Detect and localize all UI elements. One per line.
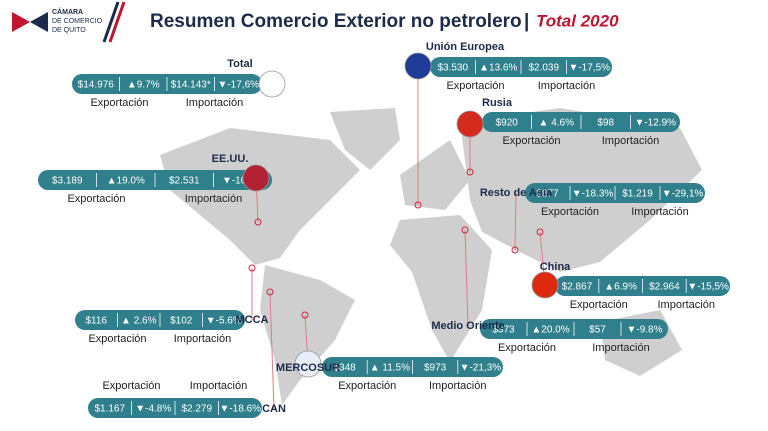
cell-value: ▼-4.8% [135,404,171,415]
map-point [266,288,274,296]
map-point [248,264,256,272]
label: Exportación [102,380,160,392]
cell-value: $348 [334,363,357,374]
icon [404,52,432,80]
logo-text: DE QUITO [52,27,86,34]
region-name: MERCOSUR [276,362,340,374]
label: Importación [631,206,688,218]
map-point [414,201,422,209]
label: Importación [186,97,243,109]
cell-value: ▼-21,3% [460,363,502,374]
map-point [466,168,474,176]
label: Exportación [570,299,628,311]
cell-value: $2.867 [562,282,593,293]
region-name: Rusia [482,97,513,109]
region-name: Medio Oriente [431,320,504,332]
cell-value: $2.039 [528,63,559,74]
cell-value: $1.167 [94,404,125,415]
map-point [301,311,309,319]
cell-value: ▲ 2.6% [121,316,157,327]
label: Exportación [67,193,125,205]
cell-value: $116 [85,316,107,327]
region-name: China [540,261,571,273]
cell-value: $2.964 [649,282,680,293]
map-point [461,226,469,234]
cell-value: ▼-18.6% [219,404,261,415]
cell-value: ▼-18.3% [572,189,614,200]
label: Importación [174,333,231,345]
icon [531,271,559,299]
connector [464,229,469,327]
cell-value: $3.530 [437,63,468,74]
cell-value: ▼-17,5% [568,63,610,74]
label: Exportación [541,206,599,218]
label: Exportación [502,135,560,147]
label: Importación [658,299,715,311]
label: Exportación [88,333,146,345]
cell-value: $2.531 [169,176,200,187]
cell-value: ▼-5.6% [206,316,242,327]
icon [456,110,484,138]
region-name: MCCA [236,314,269,326]
region-name: Resto de Asia [480,187,553,199]
connector [514,192,517,251]
label: Exportación [90,97,148,109]
icon [294,350,322,378]
cell-value: ▼-9.8% [626,325,662,336]
cell-value: ▼-10.4% [222,176,264,187]
label: Importación [429,380,486,392]
logo: CÁMARA DE COMERCIO DE QUITO [12,1,126,43]
title: Resumen Comercio Exterior no petrolero [150,11,522,32]
map-point [254,218,262,226]
cell-value: $2.279 [181,404,212,415]
cell-value: $1.219 [622,189,653,200]
label: Exportación [446,80,504,92]
cell-value: ▲20.0% [531,325,569,336]
cell-value: ▲9.7% [127,80,160,91]
cell-value: $3.189 [52,176,83,187]
icon [242,164,270,192]
label: Importación [602,135,659,147]
cell-value: ▲6.9% [604,282,637,293]
separator: | [524,11,529,32]
cell-value: $920 [496,118,519,129]
cell-value: $973 [424,363,447,374]
icon [258,70,286,98]
cell-value: $877 [536,189,559,200]
cell-value: ▲ 4.6% [539,118,575,129]
region-name: CAN [262,403,286,415]
label: Importación [190,380,247,392]
subtitle: Total 2020 [536,11,619,30]
cell-value: ▼-17,6% [217,80,259,91]
map-point [511,246,519,254]
label: Exportación [338,380,396,392]
logo-text: CÁMARA [52,7,83,16]
region-name: Unión Europea [426,41,505,53]
cell-value: ▲ 11.5% [370,363,410,374]
cell-value: ▼-15,5% [687,282,729,293]
cell-value: ▼-29,1% [662,189,704,200]
label: Importación [592,342,649,354]
region-name: Total [227,58,252,70]
cell-value: $102 [170,316,193,327]
label: Importación [538,80,595,92]
cell-value: $14.976 [78,80,115,91]
map-point [536,228,544,236]
regions: $14.976 ▲9.7% $14.143* ▼-17,6% Exportación Im… [38,41,730,418]
cell-value: ▲19.0% [107,176,145,187]
logo-text: DE COMERCIO [52,18,103,25]
label: Exportación [498,342,556,354]
cell-value: $373 [492,325,515,336]
cell-value: ▲13.6% [479,63,517,74]
region-name: EE.UU. [212,153,249,165]
cell-value: $14.143* [171,80,211,91]
connector [269,291,275,410]
cell-value: $98 [597,118,614,129]
cell-value: $57 [589,325,606,336]
cell-value: ▼-12.9% [634,118,676,129]
label: Importación [185,193,242,205]
